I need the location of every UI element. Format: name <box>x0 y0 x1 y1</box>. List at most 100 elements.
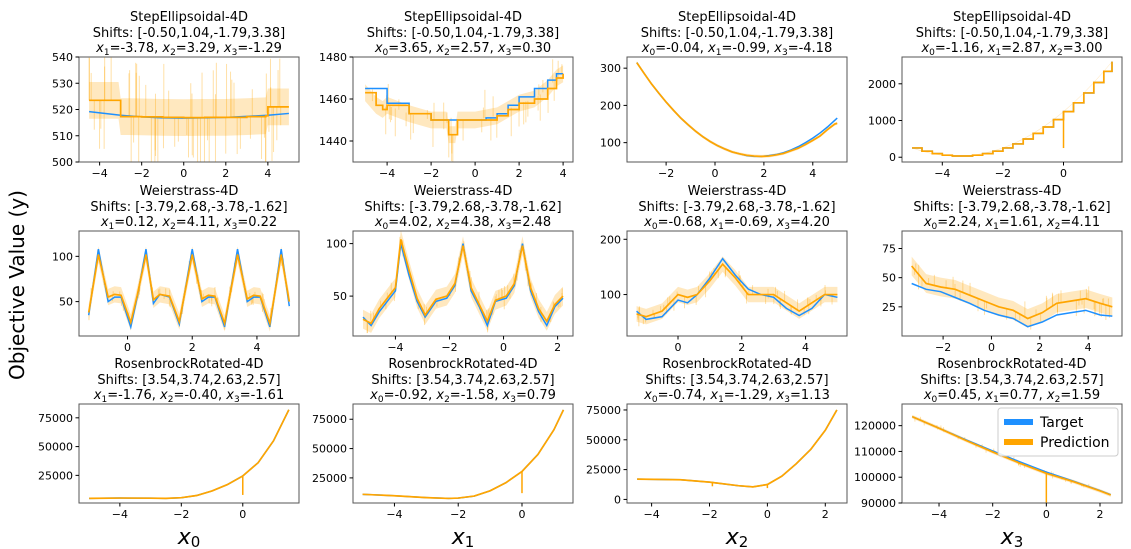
param-subscript: 1 <box>716 48 722 58</box>
x-axis-label-subscript: 2 <box>739 533 749 549</box>
param-subscript: 1 <box>109 222 115 232</box>
param-value: =-0.04 <box>655 41 700 56</box>
axes-frame <box>901 230 1123 337</box>
y-tick-label: 75000 <box>586 404 621 417</box>
subplot-fixed-params: x0=4.02, x2=4.38, x3=2.48 <box>374 215 551 232</box>
param-subscript: 0 <box>378 395 384 405</box>
param-variable: x <box>95 41 104 56</box>
x-tick-label: 0 <box>518 508 525 521</box>
y-tick-label: 120000 <box>854 420 896 433</box>
legend-label: Target <box>1039 415 1084 431</box>
prediction-line <box>89 99 289 119</box>
x-tick-label: 0 <box>239 508 246 521</box>
y-tick-label: 50 <box>882 272 896 285</box>
param-variable: x <box>225 388 234 403</box>
x-tick-label: 0 <box>675 341 682 354</box>
y-tick-label: 100 <box>600 137 621 150</box>
y-tick-label: 75000 <box>312 413 347 426</box>
param-value: =-1.61 <box>240 388 285 403</box>
param-value: =2.24 <box>937 215 977 230</box>
x-axis-label: x0 <box>177 525 201 549</box>
param-value: =3.00 <box>1063 41 1103 56</box>
y-tick-label: 540 <box>52 51 73 64</box>
param-value: =3.29 <box>176 41 216 56</box>
y-tick-label: 200 <box>600 99 621 112</box>
subplot-title: Weierstrass-4D <box>140 184 239 199</box>
param-value: =4.02 <box>388 215 428 230</box>
target-line <box>636 257 838 321</box>
x-tick-label: −4 <box>934 167 950 180</box>
x-tick-label: 2 <box>1036 341 1043 354</box>
axes-frame <box>901 56 1123 163</box>
x-tick-label: −2 <box>441 341 457 354</box>
x-tick-label: 4 <box>264 167 271 180</box>
subplot-title: Weierstrass-4D <box>414 184 513 199</box>
param-value: =4.11 <box>1060 215 1100 230</box>
x-tick-label: 2 <box>760 167 767 180</box>
param-subscript: 3 <box>506 222 512 232</box>
param-subscript: 2 <box>170 222 176 232</box>
param-value: =-1.76 <box>107 388 152 403</box>
param-value: =0.30 <box>511 41 551 56</box>
subplot-title: Weierstrass-4D <box>963 184 1062 199</box>
axes-frame <box>626 403 848 504</box>
param-value: =1.13 <box>790 388 830 403</box>
param-variable: x <box>776 215 785 230</box>
x-tick-label: −2 <box>701 508 717 521</box>
param-value: =2.57 <box>450 41 490 56</box>
subplot-shifts: Shifts: [3.54,3.74,2.63,2.57] <box>645 373 828 388</box>
x-tick-label: −2 <box>935 341 951 354</box>
axes-frame <box>626 230 848 337</box>
param-variable: x <box>93 388 102 403</box>
subplot-title: Weierstrass-4D <box>688 184 787 199</box>
param-value: =-0.68 <box>658 215 703 230</box>
y-tick-label: 200 <box>600 233 621 246</box>
param-value: =0.45 <box>937 388 977 403</box>
y-tick-label: 1440 <box>319 135 347 148</box>
x-tick-label: 0 <box>988 341 995 354</box>
param-variable: x <box>707 41 716 56</box>
prediction-uncertainty-band <box>89 81 289 137</box>
param-variable: x <box>923 388 932 403</box>
prediction-line <box>89 409 290 500</box>
plot-area <box>636 256 838 327</box>
param-subscript: 2 <box>1055 222 1061 232</box>
param-subscript: 2 <box>170 48 176 58</box>
y-tick-label: 50 <box>333 290 347 303</box>
x-tick-label: −2 <box>173 508 189 521</box>
param-value: =-0.74 <box>658 388 703 403</box>
target-line <box>636 62 838 158</box>
y-tick-label: 50000 <box>312 443 347 456</box>
y-tick-label: 100 <box>52 250 73 263</box>
plot-area <box>362 409 565 500</box>
y-tick-label: 25 <box>882 301 896 314</box>
subplot-shifts: Shifts: [-3.79,2.68,-3.78,-1.62] <box>913 200 1110 215</box>
param-subscript: 0 <box>649 48 655 58</box>
param-variable: x <box>497 215 506 230</box>
prediction-line <box>911 265 1113 320</box>
subplot-shifts: Shifts: [-3.79,2.68,-3.78,-1.62] <box>90 200 287 215</box>
param-subscript: 2 <box>444 48 450 58</box>
subplot-fixed-params: x0=-0.74, x1=-1.29, x3=1.13 <box>643 388 830 405</box>
param-value: =3.65 <box>388 41 428 56</box>
x-tick-label: −4 <box>379 167 395 180</box>
y-tick-label: 75 <box>882 243 896 256</box>
y-tick-label: 75000 <box>38 412 73 425</box>
param-subscript: 2 <box>1055 395 1061 405</box>
param-variable: x <box>374 215 383 230</box>
x-axis-label-variable: x <box>725 525 740 549</box>
x-tick-label: 0 <box>712 167 719 180</box>
y-tick-label: 1480 <box>319 51 347 64</box>
subplot-title: StepEllipsoidal-4D <box>404 10 522 25</box>
prediction-line <box>362 239 564 325</box>
param-variable: x <box>502 388 511 403</box>
axes-frame <box>352 403 574 504</box>
x-axis-label-variable: x <box>1000 525 1015 549</box>
x-tick-label: 0 <box>124 341 131 354</box>
param-subscript: 0 <box>383 222 389 232</box>
param-value: =-1.29 <box>724 388 769 403</box>
